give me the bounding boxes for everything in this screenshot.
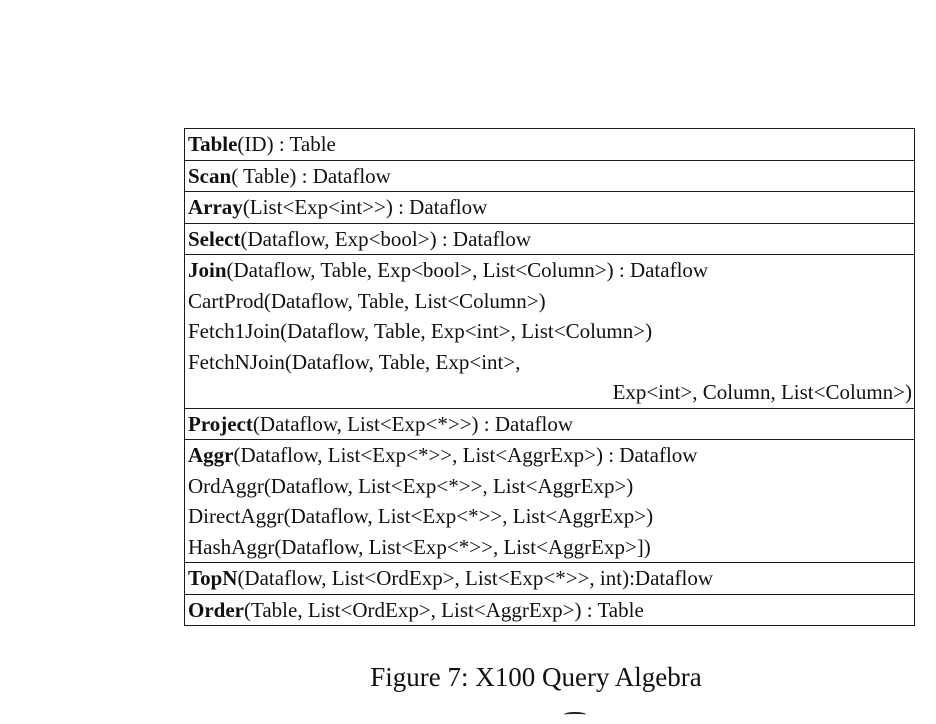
operator-signature: FetchNJoin(Dataflow, Table, Exp<int>, bbox=[188, 349, 521, 374]
table-cell: Table(ID) : Table bbox=[184, 128, 915, 161]
operator-signature: OrdAggr(Dataflow, List<Exp<*>>, List<Agg… bbox=[188, 473, 634, 498]
algebra-line: Table(ID) : Table bbox=[188, 129, 914, 160]
table-cell: Select(Dataflow, Exp<bool>) : Dataflow bbox=[184, 222, 915, 255]
algebra-line-continuation: Exp<int>, Column, List<Column>) bbox=[188, 377, 914, 408]
operator-signature: Exp<int>, Column, List<Column>) bbox=[612, 380, 912, 404]
algebra-line: Array(List<Exp<int>>) : Dataflow bbox=[188, 192, 914, 223]
table-cell: Scan( Table) : Dataflow bbox=[184, 159, 915, 192]
table-row: Table(ID) : Table bbox=[184, 128, 915, 161]
operator-signature: (Dataflow, List<Exp<*>>, List<AggrExp>) … bbox=[233, 443, 698, 467]
algebra-line: CartProd(Dataflow, Table, List<Column>) bbox=[188, 286, 914, 317]
cut-off-text-fragment bbox=[560, 712, 620, 724]
table-row: Join(Dataflow, Table, Exp<bool>, List<Co… bbox=[184, 254, 915, 409]
operator-name: Select bbox=[188, 226, 241, 251]
table-row: Project(Dataflow, List<Exp<*>>) : Datafl… bbox=[184, 407, 915, 440]
operator-name: Array bbox=[188, 195, 243, 219]
algebra-line: DirectAggr(Dataflow, List<Exp<*>>, List<… bbox=[188, 501, 914, 532]
operator-signature: (Dataflow, List<Exp<*>>) : Dataflow bbox=[252, 411, 574, 436]
operator-signature: ( Table) : Dataflow bbox=[231, 163, 391, 188]
algebra-line: TopN(Dataflow, List<OrdExp>, List<Exp<*>… bbox=[188, 563, 914, 594]
operator-signature: CartProd(Dataflow, Table, List<Column>) bbox=[188, 288, 546, 313]
table-row: Aggr(Dataflow, List<Exp<*>>, List<AggrEx… bbox=[184, 439, 915, 563]
algebra-line: Join(Dataflow, Table, Exp<bool>, List<Co… bbox=[188, 255, 914, 286]
algebra-line: OrdAggr(Dataflow, List<Exp<*>>, List<Agg… bbox=[188, 471, 914, 502]
table-cell: Order(Table, List<OrdExp>, List<AggrExp>… bbox=[184, 593, 915, 626]
query-algebra-table: Table(ID) : Table Scan( Table) : Dataflo… bbox=[184, 128, 915, 626]
algebra-line: HashAggr(Dataflow, List<Exp<*>>, List<Ag… bbox=[188, 532, 914, 563]
operator-name: Table bbox=[188, 132, 238, 156]
operator-signature: (ID) : Table bbox=[237, 132, 336, 156]
table-cell: Project(Dataflow, List<Exp<*>>) : Datafl… bbox=[184, 407, 915, 440]
table-row: TopN(Dataflow, List<OrdExp>, List<Exp<*>… bbox=[184, 562, 915, 595]
table-cell: TopN(Dataflow, List<OrdExp>, List<Exp<*>… bbox=[184, 562, 915, 595]
operator-signature: (Table, List<OrdExp>, List<AggrExp>) : T… bbox=[243, 597, 644, 622]
operator-name: Aggr bbox=[188, 443, 234, 467]
table-row: Array(List<Exp<int>>) : Dataflow bbox=[184, 191, 915, 224]
operator-signature: HashAggr(Dataflow, List<Exp<*>>, List<Ag… bbox=[188, 534, 651, 559]
algebra-line: Scan( Table) : Dataflow bbox=[188, 161, 914, 192]
algebra-line: Fetch1Join(Dataflow, Table, Exp<int>, Li… bbox=[188, 316, 914, 347]
algebra-line: Order(Table, List<OrdExp>, List<AggrExp>… bbox=[188, 595, 914, 626]
operator-signature: (Dataflow, Table, Exp<bool>, List<Column… bbox=[226, 258, 709, 282]
table-row: Order(Table, List<OrdExp>, List<AggrExp>… bbox=[184, 593, 915, 626]
table-row: Select(Dataflow, Exp<bool>) : Dataflow bbox=[184, 222, 915, 255]
operator-name: TopN bbox=[188, 566, 238, 590]
operator-signature: (Dataflow, Exp<bool>) : Dataflow bbox=[240, 226, 532, 251]
algebra-line: Select(Dataflow, Exp<bool>) : Dataflow bbox=[188, 224, 914, 255]
table-cell: Join(Dataflow, Table, Exp<bool>, List<Co… bbox=[184, 254, 915, 409]
operator-name: Project bbox=[188, 411, 253, 436]
operator-name: Join bbox=[188, 258, 227, 282]
operator-name: Scan bbox=[188, 163, 232, 188]
table-row: Scan( Table) : Dataflow bbox=[184, 159, 915, 192]
operator-signature: DirectAggr(Dataflow, List<Exp<*>>, List<… bbox=[188, 504, 654, 528]
operator-signature: Fetch1Join(Dataflow, Table, Exp<int>, Li… bbox=[188, 319, 653, 343]
table-cell: Array(List<Exp<int>>) : Dataflow bbox=[184, 191, 915, 224]
table-cell: Aggr(Dataflow, List<Exp<*>>, List<AggrEx… bbox=[184, 439, 915, 563]
algebra-line: Project(Dataflow, List<Exp<*>>) : Datafl… bbox=[188, 409, 914, 440]
algebra-line: Aggr(Dataflow, List<Exp<*>>, List<AggrEx… bbox=[188, 440, 914, 471]
algebra-line: FetchNJoin(Dataflow, Table, Exp<int>, bbox=[188, 347, 914, 378]
operator-name: Order bbox=[188, 597, 244, 622]
figure-caption: Figure 7: X100 Query Algebra bbox=[370, 662, 702, 692]
operator-signature: (Dataflow, List<OrdExp>, List<Exp<*>>, i… bbox=[237, 566, 714, 590]
operator-signature: (List<Exp<int>>) : Dataflow bbox=[242, 195, 488, 219]
